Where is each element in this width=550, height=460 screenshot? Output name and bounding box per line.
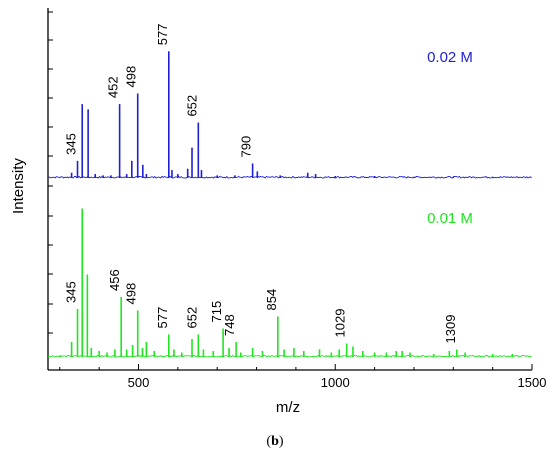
series-baseline-0 (47, 175, 532, 179)
peak-label: 452 (106, 76, 121, 98)
figure-caption: (b) (0, 434, 550, 450)
peak-label: 577 (155, 24, 170, 46)
x-tick-label: 500 (128, 375, 150, 390)
series-label: 0.02 M (427, 49, 473, 66)
peak-label: 715 (209, 301, 224, 323)
peak-label: 1029 (333, 309, 348, 338)
y-axis-title: Intensity (10, 158, 27, 214)
peak-label: 854 (264, 289, 279, 311)
caption-close: ) (278, 434, 284, 449)
peak-label: 345 (64, 133, 79, 155)
series-label: 0.01 M (427, 210, 473, 227)
series-baseline-1 (47, 354, 532, 358)
peak-label: 456 (107, 269, 122, 291)
caption-open: ( (266, 434, 272, 449)
peak-label: 498 (124, 66, 139, 88)
peak-label: 345 (64, 281, 79, 303)
peak-label: 652 (184, 95, 199, 117)
x-tick-label: 1000 (321, 375, 350, 390)
x-tick-label: 1500 (518, 375, 547, 390)
peak-label: 748 (222, 314, 237, 336)
x-axis-title: m/z (276, 399, 300, 416)
peak-label: 577 (155, 307, 170, 329)
peak-label: 498 (124, 283, 139, 305)
peak-label: 652 (184, 307, 199, 329)
peak-label: 790 (239, 136, 254, 158)
peak-label: 1309 (443, 315, 458, 344)
caption-letter: b (271, 434, 279, 449)
